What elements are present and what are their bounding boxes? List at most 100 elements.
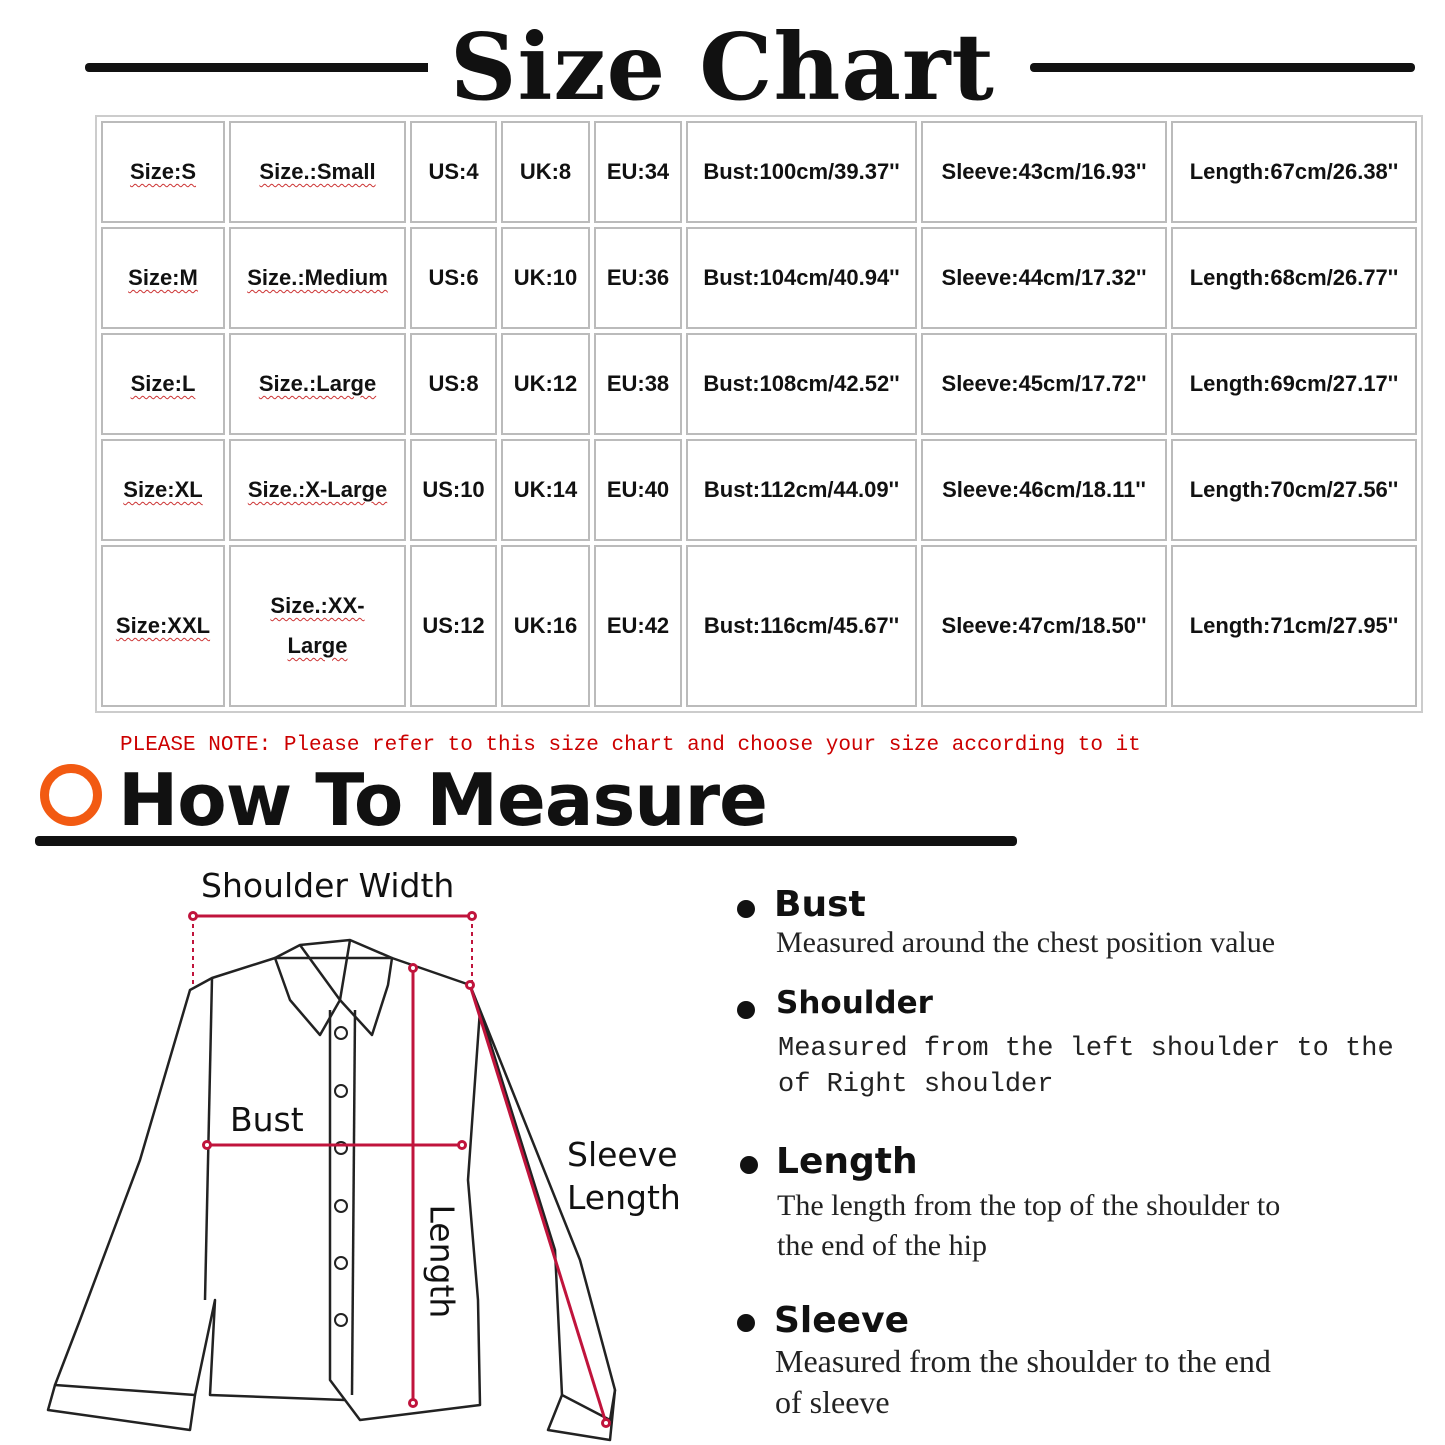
cell-text: EU:34 xyxy=(606,159,670,184)
cell-text: UK:12 xyxy=(513,371,578,396)
table-cell: Length:70cm/27.56'' xyxy=(1171,439,1417,541)
cell-text: Bust:100cm/39.37'' xyxy=(703,159,900,184)
cell-text: Length:69cm/27.17'' xyxy=(1189,371,1399,396)
table-cell: US:4 xyxy=(410,121,497,223)
cell-text: Size:S xyxy=(129,159,197,184)
bullet-icon xyxy=(737,1314,755,1332)
table-cell: Length:71cm/27.95'' xyxy=(1171,545,1417,707)
label-bust: Bust xyxy=(230,1100,304,1139)
table-cell: Sleeve:43cm/16.93'' xyxy=(921,121,1167,223)
shirt-body-outline xyxy=(53,956,617,1422)
table-cell: UK:10 xyxy=(501,227,590,329)
label-sleeve-length-2: Length xyxy=(567,1178,681,1217)
cell-text: Size:L xyxy=(130,371,196,396)
table-cell: Size.:Medium xyxy=(229,227,406,329)
table-cell: Size.:Small xyxy=(229,121,406,223)
table-cell: UK:12 xyxy=(501,333,590,435)
table-cell: Size:S xyxy=(101,121,225,223)
item-desc: the end of the hip xyxy=(777,1229,987,1262)
table-cell: US:6 xyxy=(410,227,497,329)
table-cell: Sleeve:46cm/18.11'' xyxy=(921,439,1167,541)
table-cell: Bust:100cm/39.37'' xyxy=(686,121,917,223)
cell-text: US:12 xyxy=(422,613,485,638)
cell-text: Length:67cm/26.38'' xyxy=(1189,159,1399,184)
table-cell: Length:67cm/26.38'' xyxy=(1171,121,1417,223)
item-desc: The length from the top of the shoulder … xyxy=(777,1189,1281,1222)
item-title: Bust xyxy=(774,884,866,925)
cell-text: Size:XXL xyxy=(115,613,211,638)
page-title: Size Chart xyxy=(0,12,1445,122)
shirt-diagram xyxy=(46,911,617,1442)
title-rule-left xyxy=(85,63,480,72)
item-desc: of sleeve xyxy=(775,1384,890,1420)
table-cell: Bust:104cm/40.94'' xyxy=(686,227,917,329)
cell-text: US:8 xyxy=(428,371,479,396)
table-cell: US:10 xyxy=(410,439,497,541)
cell-text: Sleeve:46cm/18.11'' xyxy=(942,477,1146,502)
cell-text: Sleeve:43cm/16.93'' xyxy=(941,159,1147,184)
table-cell: Size.:X-Large xyxy=(229,439,406,541)
cell-text: Size.:X-Large xyxy=(247,477,388,502)
cell-text: EU:36 xyxy=(606,265,670,290)
label-length: Length xyxy=(422,1204,462,1319)
title-rule-right xyxy=(1030,63,1415,72)
cell-text: Size.:Medium xyxy=(247,265,388,290)
bullet-icon xyxy=(740,1156,758,1174)
cell-text: Size.:XX-Large xyxy=(270,593,365,658)
table-cell: EU:38 xyxy=(594,333,682,435)
cell-text: UK:10 xyxy=(513,265,578,290)
item-title: Shoulder xyxy=(776,985,933,1021)
table-cell: Sleeve:47cm/18.50'' xyxy=(921,545,1167,707)
table-cell: Size.:Large xyxy=(229,333,406,435)
table-cell: EU:36 xyxy=(594,227,682,329)
table-cell: Length:68cm/26.77'' xyxy=(1171,227,1417,329)
item-title: Sleeve xyxy=(774,1300,909,1341)
cell-text: Size.:Large xyxy=(258,371,377,396)
label-shoulder-width: Shoulder Width xyxy=(201,866,455,905)
cell-text: UK:8 xyxy=(519,159,572,184)
item-desc: Measured from the shoulder to the end xyxy=(775,1343,1271,1379)
label-sleeve-length-1: Sleeve xyxy=(567,1135,678,1174)
cell-text: US:6 xyxy=(428,265,479,290)
cell-text: Size:M xyxy=(128,265,198,290)
table-cell: Sleeve:44cm/17.32'' xyxy=(921,227,1167,329)
ring-icon xyxy=(40,764,102,826)
table-cell: Size:M xyxy=(101,227,225,329)
cell-text: Length:70cm/27.56'' xyxy=(1189,477,1399,502)
cell-text: Length:71cm/27.95'' xyxy=(1189,613,1399,638)
table-cell: US:8 xyxy=(410,333,497,435)
cell-text: Sleeve:44cm/17.32'' xyxy=(941,265,1147,290)
cell-text: US:10 xyxy=(422,477,485,502)
cell-text: Size.:Small xyxy=(259,159,376,184)
how-to-measure-heading: How To Measure xyxy=(118,758,768,842)
table-cell: UK:8 xyxy=(501,121,590,223)
cell-text: Sleeve:45cm/17.72'' xyxy=(941,371,1147,396)
cell-text: UK:16 xyxy=(513,613,578,638)
table-row: Size:XXL Size.:XX-Large US:12 UK:16 EU:42 Bus… xyxy=(101,545,1417,707)
table-cell: Sleeve:45cm/17.72'' xyxy=(921,333,1167,435)
cell-text: UK:14 xyxy=(513,477,578,502)
table-cell: Size:L xyxy=(101,333,225,435)
item-title: Length xyxy=(776,1141,918,1182)
bullet-icon xyxy=(737,900,755,918)
shirt-buttons xyxy=(334,1026,348,1327)
sleeve-line xyxy=(468,984,608,1424)
item-desc: of Right shoulder xyxy=(778,1070,1054,1100)
table-cell: Length:69cm/27.17'' xyxy=(1171,333,1417,435)
size-table: Size:S Size.:Small US:4 UK:8 EU:34 Bust:100cm… xyxy=(95,115,1423,713)
shirt-collar xyxy=(273,938,394,1037)
cell-text: Length:68cm/26.77'' xyxy=(1189,265,1399,290)
cell-text: Bust:104cm/40.94'' xyxy=(703,265,900,290)
table-row: Size:S Size.:Small US:4 UK:8 EU:34 Bust:100cm… xyxy=(101,121,1417,223)
cell-text: EU:42 xyxy=(606,613,670,638)
size-note: PLEASE NOTE: Please refer to this size c… xyxy=(120,734,1141,757)
cell-text: Bust:112cm/44.09'' xyxy=(703,477,900,502)
item-desc: Measured from the left shoulder to the xyxy=(778,1034,1394,1064)
table-cell: UK:16 xyxy=(501,545,590,707)
table-cell: Bust:116cm/45.67'' xyxy=(686,545,917,707)
table-cell: Bust:112cm/44.09'' xyxy=(686,439,917,541)
table-cell: US:12 xyxy=(410,545,497,707)
table-cell: Size:XL xyxy=(101,439,225,541)
heading-rule xyxy=(35,836,1017,846)
cell-text: Sleeve:47cm/18.50'' xyxy=(941,613,1147,638)
